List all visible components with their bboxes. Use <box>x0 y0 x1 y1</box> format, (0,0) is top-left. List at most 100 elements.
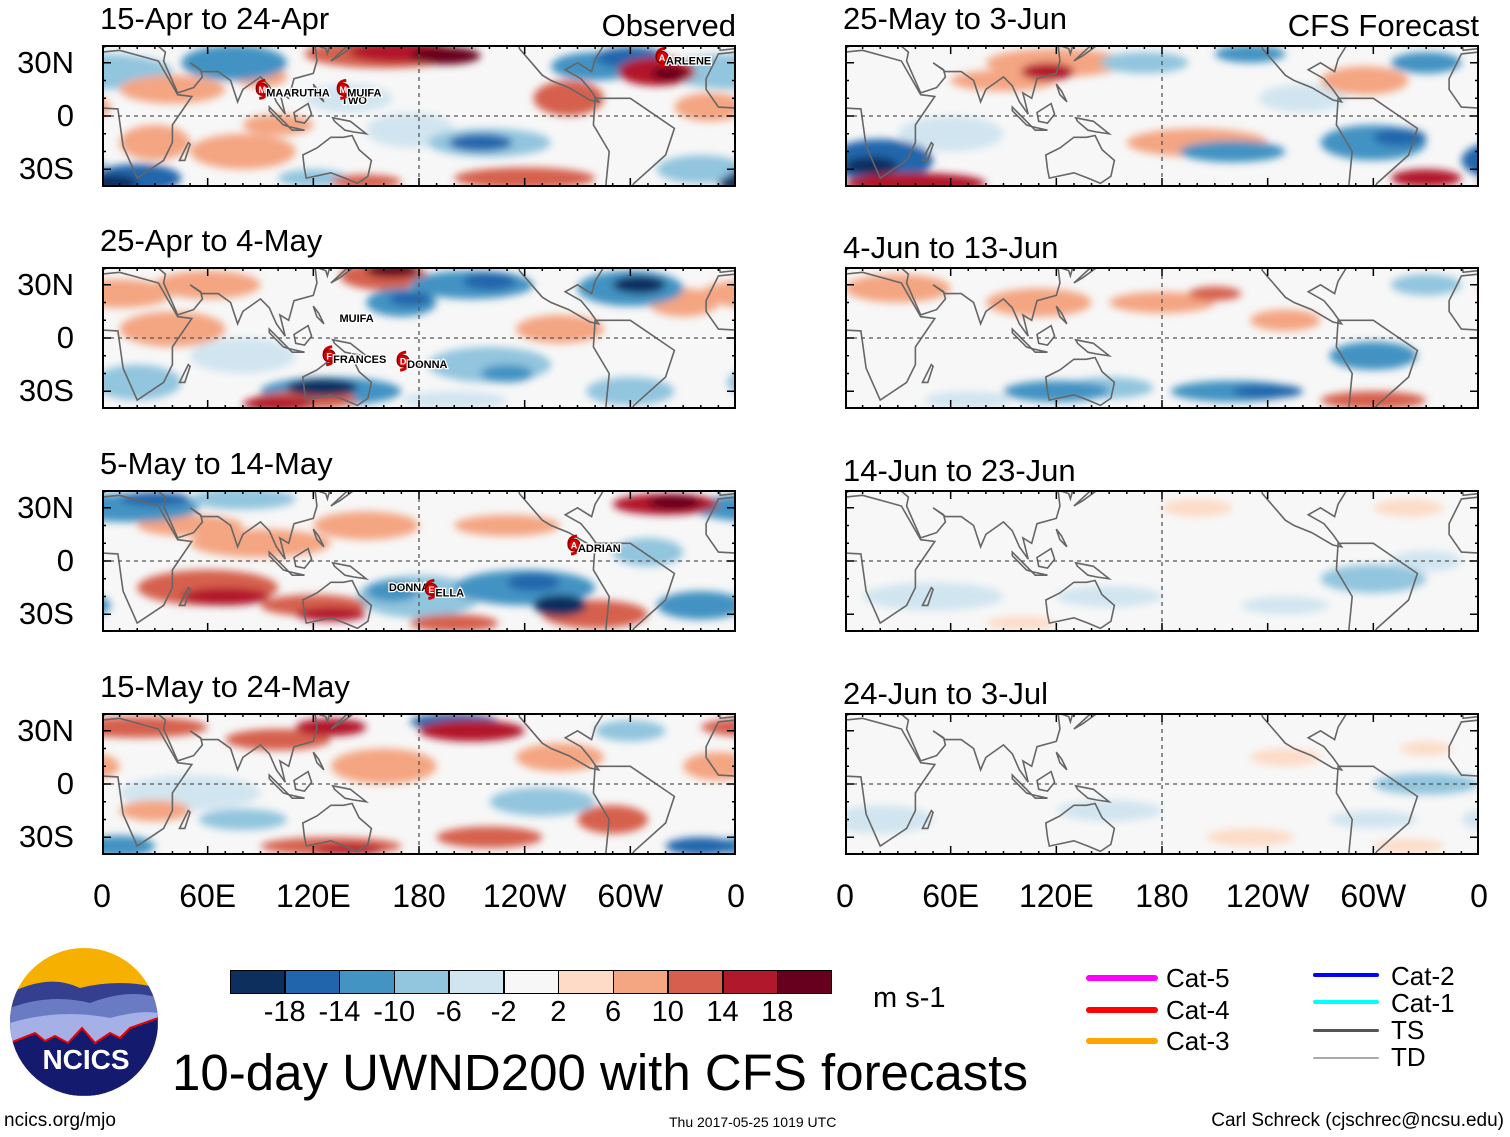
storm-label: FRANCES <box>333 354 386 366</box>
legend-label: Cat-2 <box>1391 961 1455 991</box>
anomaly-contour <box>1241 596 1330 615</box>
coastline <box>178 363 192 384</box>
anomaly-contour <box>1373 128 1427 147</box>
anomaly-contour <box>330 748 437 784</box>
anomaly-contour <box>410 46 481 65</box>
coastline <box>286 125 305 131</box>
anomaly-contour <box>295 607 367 622</box>
anomaly-contour <box>845 156 898 175</box>
map-panel <box>844 44 1480 188</box>
anomaly-contour <box>389 291 432 307</box>
coastline <box>1074 561 1113 581</box>
logo-text: NCICS <box>42 1044 129 1075</box>
legend-label: TD <box>1391 1042 1426 1072</box>
x-tick-label: 0 <box>93 878 111 914</box>
map-panel: A ADRIAN DONNA E ELLA <box>101 489 737 633</box>
coastline <box>1074 784 1113 804</box>
panel-title: 15-May to 24-May <box>100 669 350 704</box>
svg-text:A: A <box>659 53 666 63</box>
coastline <box>1029 125 1048 131</box>
anomaly-contour <box>119 491 191 506</box>
anomaly-contour <box>1373 498 1444 517</box>
anomaly-contour <box>295 718 367 737</box>
anomaly-contour <box>102 279 173 308</box>
anomaly-contour <box>1329 810 1418 829</box>
coastline <box>1029 793 1048 799</box>
legend-swatch-cat-4 <box>1086 1007 1158 1013</box>
coastline <box>102 717 194 848</box>
anomaly-contour <box>190 490 296 510</box>
x-tick-label: 120W <box>1225 878 1310 914</box>
anomaly-contour <box>225 728 331 751</box>
coastline <box>293 547 313 569</box>
legend-swatch-td <box>1313 1057 1379 1059</box>
anomaly-contour <box>700 717 736 737</box>
coastline <box>1055 305 1068 325</box>
coastline <box>286 347 305 353</box>
svg-text:D: D <box>400 357 407 367</box>
anomaly-contour <box>1461 144 1479 177</box>
coastline <box>1036 770 1056 792</box>
y-tick-label: 30S <box>18 596 74 632</box>
x-tick-label: 60E <box>922 878 980 914</box>
coastline <box>312 83 325 103</box>
anomaly-contour <box>1320 66 1409 95</box>
coastline <box>845 717 937 848</box>
legend-swatch-ts <box>1313 1029 1379 1032</box>
anomaly-contour <box>1188 286 1242 301</box>
anomaly-contour <box>1021 62 1074 81</box>
coastline <box>312 751 325 771</box>
colorbar-label: -10 <box>373 996 416 1028</box>
y-tick-label: 30N <box>17 712 74 748</box>
y-tick-label: 30N <box>17 266 74 302</box>
coastline <box>845 49 937 180</box>
coastline <box>592 765 676 855</box>
anomaly-contour <box>401 391 508 409</box>
footer-timestamp: Thu 2017-05-25 1019 UTC <box>669 1114 837 1130</box>
anomaly-contour <box>154 270 261 299</box>
anomaly-contour <box>985 616 1057 631</box>
svg-text:M: M <box>259 85 267 95</box>
storm-label: DONNA <box>389 582 429 594</box>
x-tick-label: 120W <box>482 878 567 914</box>
anomaly-contour <box>1206 828 1295 847</box>
coastline <box>293 770 313 792</box>
footer-url[interactable]: ncics.org/mjo <box>4 1110 116 1131</box>
anomaly-contour <box>304 84 393 113</box>
coastline <box>921 363 935 384</box>
panel-title: 4-Jun to 13-Jun <box>843 230 1059 265</box>
legend-label: Cat-1 <box>1391 988 1455 1018</box>
anomaly-contour <box>1250 748 1321 767</box>
anomaly-contour <box>313 511 419 540</box>
map-svg: MUIFA F FRANCES D DONNA <box>101 266 737 410</box>
map-svg: A ADRIAN DONNA E ELLA <box>101 489 737 633</box>
anomaly-contour <box>102 97 111 117</box>
anomaly-contour <box>1056 585 1162 608</box>
anomaly-contour <box>366 267 419 278</box>
coastline <box>1448 51 1479 109</box>
x-tick-label: 0 <box>1470 878 1488 914</box>
map-panel <box>844 489 1480 633</box>
panel-title: 24-Jun to 3-Jul <box>843 676 1049 711</box>
footer-author: Carl Schreck (cjschrec@ncsu.edu) <box>1211 1110 1504 1131</box>
coastline <box>1448 273 1479 331</box>
y-tick-label: 0 <box>56 766 74 801</box>
storm-label: ARLENE <box>666 55 711 67</box>
coastline <box>1029 570 1048 576</box>
anomaly-contour <box>595 720 666 742</box>
y-tick-label: 30N <box>17 489 74 525</box>
x-tick-label: 120E <box>275 878 351 914</box>
coastline <box>1011 327 1033 350</box>
storm-marker: A <box>655 46 669 68</box>
coastline <box>102 49 194 180</box>
storm-label: DONNA <box>407 359 447 371</box>
ncics-logo: NCICS <box>10 948 158 1096</box>
legend-swatch-cat-3 <box>1086 1038 1158 1044</box>
x-tick-label: 0 <box>727 878 745 914</box>
coastline <box>102 494 194 625</box>
legend-swatch-cat-1 <box>1313 1000 1379 1004</box>
anomaly-contour <box>454 514 560 537</box>
anomaly-contour <box>119 799 191 822</box>
coastline <box>1448 719 1479 777</box>
